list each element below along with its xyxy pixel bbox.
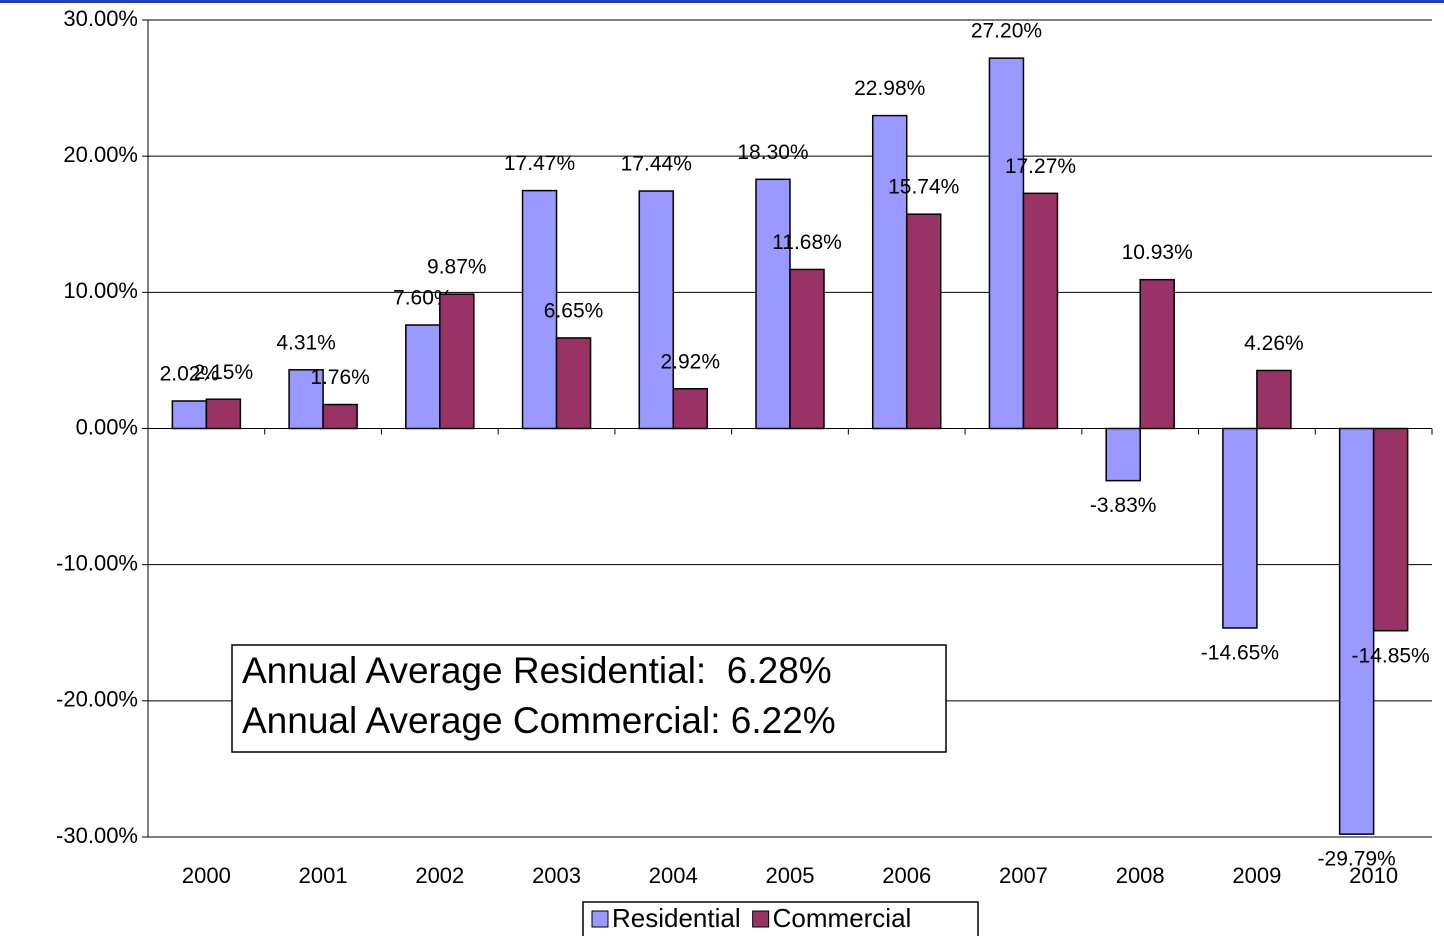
- legend-label: Commercial: [773, 903, 912, 933]
- value-label: 9.87%: [427, 256, 487, 279]
- annotation-box: [231, 644, 947, 753]
- x-tick-label: 2010: [1349, 863, 1398, 888]
- bar: [988, 57, 1025, 430]
- bar: [638, 190, 675, 430]
- value-label: 27.20%: [971, 20, 1042, 43]
- y-tick-label: -20.00%: [56, 687, 138, 712]
- bar: [1105, 427, 1141, 482]
- bar: [1022, 192, 1059, 430]
- y-tick-label: 10.00%: [63, 278, 138, 303]
- bar: [205, 398, 242, 430]
- bar: [789, 268, 825, 430]
- value-label: 2.02%: [160, 363, 220, 386]
- annotation: Annual Average Residential: 6.28%: [242, 650, 832, 691]
- value-label: 15.74%: [888, 176, 959, 199]
- value-label: 17.27%: [1005, 155, 1076, 178]
- x-tick-label: 2000: [182, 863, 231, 888]
- bar: [1222, 427, 1258, 629]
- bar: [755, 178, 791, 430]
- value-label: 2.92%: [660, 350, 720, 373]
- x-tick-label: 2009: [1232, 863, 1281, 888]
- y-tick-label: -10.00%: [56, 550, 138, 575]
- bar: [322, 403, 358, 430]
- y-tick-label: 0.00%: [76, 414, 138, 439]
- value-label: 1.76%: [310, 366, 370, 389]
- bar: [1372, 427, 1409, 632]
- y-tick-label: 30.00%: [63, 6, 138, 31]
- value-label: 18.30%: [737, 141, 808, 164]
- bar: [1338, 427, 1375, 835]
- bar: [672, 387, 709, 430]
- top-border: [0, 0, 1444, 3]
- x-tick-label: 2006: [882, 863, 931, 888]
- value-label: -29.79%: [1318, 848, 1396, 871]
- x-tick-label: 2005: [766, 863, 815, 888]
- value-label: -3.83%: [1090, 494, 1157, 517]
- legend-swatch: [591, 910, 609, 928]
- value-label: 7.60%: [393, 287, 453, 310]
- value-label: 17.47%: [504, 152, 575, 175]
- y-tick-label: -30.00%: [56, 823, 138, 848]
- value-label: 4.31%: [276, 331, 336, 354]
- bar: [171, 400, 208, 430]
- value-label: 10.93%: [1122, 241, 1193, 264]
- y-tick-label: 20.00%: [63, 142, 138, 167]
- x-tick-label: 2002: [415, 863, 464, 888]
- x-tick-label: 2004: [649, 863, 698, 888]
- bar: [405, 324, 441, 430]
- value-label: 11.68%: [772, 231, 842, 254]
- value-label: 4.26%: [1244, 332, 1304, 355]
- bar: [555, 337, 592, 430]
- value-label: -14.65%: [1201, 642, 1279, 665]
- bar: [871, 114, 908, 430]
- value-label: 2.15%: [194, 361, 254, 384]
- legend-swatch: [752, 910, 770, 928]
- x-tick-label: 2001: [299, 863, 348, 888]
- bar: [439, 293, 475, 430]
- bar: [905, 213, 942, 430]
- annotation: Annual Average Commercial: 6.22%: [242, 700, 836, 741]
- x-tick-label: 2007: [999, 863, 1048, 888]
- legend-label: Residential: [612, 903, 741, 933]
- value-label: 22.98%: [854, 77, 925, 100]
- value-label: 17.44%: [621, 153, 692, 176]
- x-tick-label: 2008: [1116, 863, 1165, 888]
- x-tick-label: 2003: [532, 863, 581, 888]
- bar: [1139, 278, 1175, 430]
- value-label: 6.65%: [544, 299, 604, 322]
- bar: [521, 189, 558, 430]
- value-label: -14.85%: [1352, 644, 1430, 667]
- legend-box: [582, 901, 979, 936]
- bar: [288, 369, 324, 430]
- bar: [1256, 369, 1292, 430]
